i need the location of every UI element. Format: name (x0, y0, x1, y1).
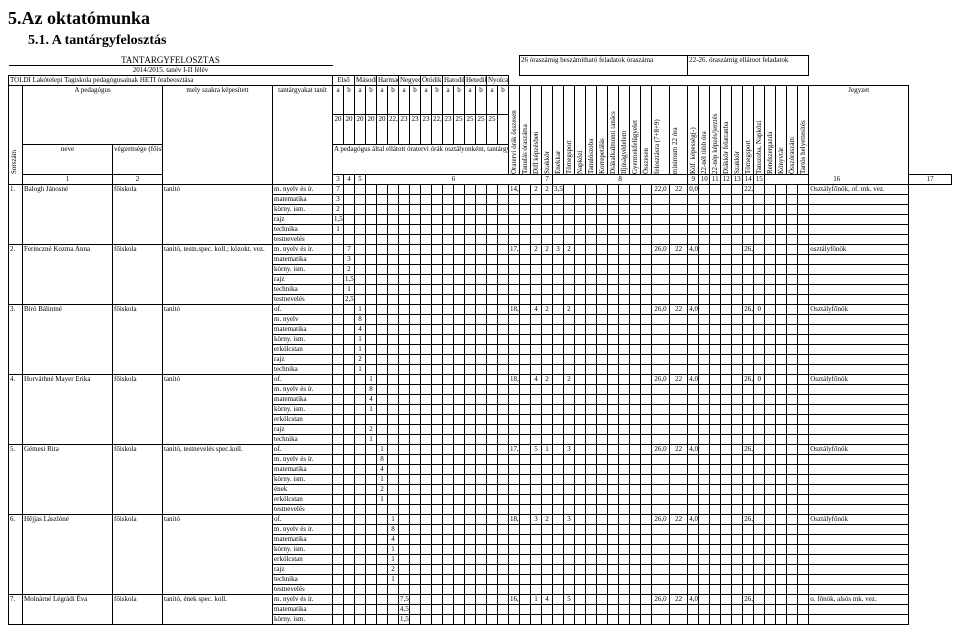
page-title: 5.Az oktatómunka (8, 8, 952, 29)
schedule-table: TANTÁRGYFELOSZTÁS26 óraszámig beszámítha… (8, 55, 952, 625)
section-title: 5.1. A tantárgyfelosztás (28, 33, 952, 49)
